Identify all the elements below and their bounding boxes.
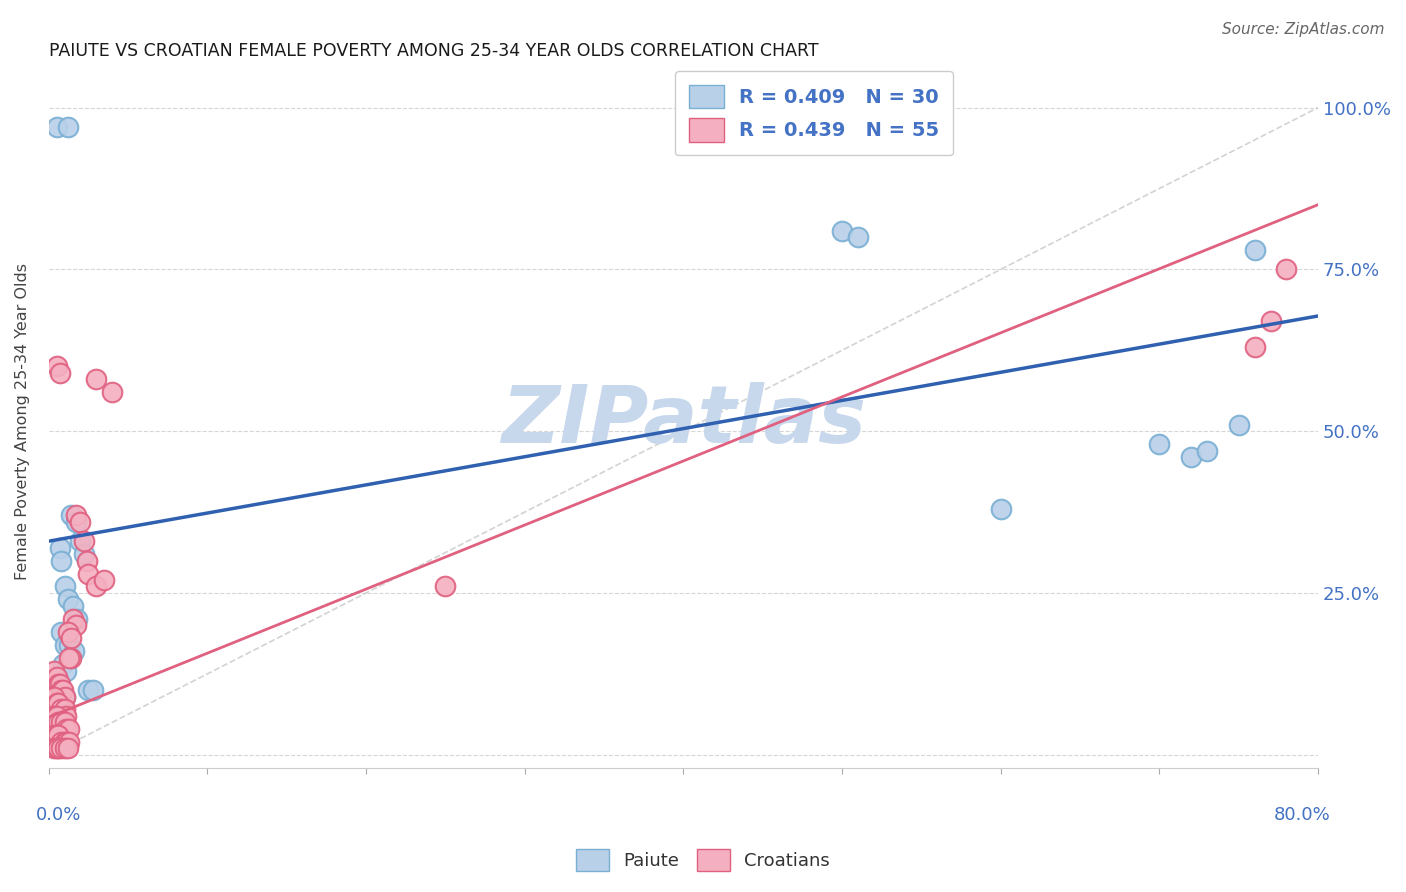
Point <box>101 385 124 400</box>
Point <box>65 618 87 632</box>
Point <box>53 715 76 730</box>
Point <box>51 735 73 749</box>
Point <box>53 735 76 749</box>
Point <box>49 541 72 555</box>
Point <box>56 120 79 134</box>
Point <box>1149 437 1171 451</box>
Point <box>59 632 82 646</box>
Point <box>831 223 853 237</box>
Legend: R = 0.409   N = 30, R = 0.439   N = 55: R = 0.409 N = 30, R = 0.439 N = 55 <box>675 71 953 155</box>
Point <box>1197 443 1219 458</box>
Point <box>46 676 69 690</box>
Point <box>59 508 82 523</box>
Point <box>1180 450 1202 464</box>
Point <box>53 579 76 593</box>
Point <box>46 741 69 756</box>
Point <box>93 573 115 587</box>
Point <box>434 579 457 593</box>
Point <box>62 612 84 626</box>
Point <box>51 702 73 716</box>
Point <box>58 735 80 749</box>
Point <box>62 599 84 613</box>
Point <box>53 690 76 704</box>
Point <box>1227 417 1250 432</box>
Text: PAIUTE VS CROATIAN FEMALE POVERTY AMONG 25-34 YEAR OLDS CORRELATION CHART: PAIUTE VS CROATIAN FEMALE POVERTY AMONG … <box>49 42 818 60</box>
Text: 0.0%: 0.0% <box>37 805 82 824</box>
Point <box>86 372 108 386</box>
Point <box>69 515 91 529</box>
Point <box>51 683 73 698</box>
Point <box>59 650 82 665</box>
Point <box>45 741 67 756</box>
Point <box>45 696 67 710</box>
Point <box>86 579 108 593</box>
Point <box>42 741 65 756</box>
Point <box>73 534 96 549</box>
Text: ZIPatlas: ZIPatlas <box>501 383 866 460</box>
Point <box>76 553 98 567</box>
Point <box>55 664 77 678</box>
Point <box>55 709 77 723</box>
Point <box>45 670 67 684</box>
Point <box>46 728 69 742</box>
Point <box>58 638 80 652</box>
Text: 80.0%: 80.0% <box>1274 805 1331 824</box>
Point <box>58 722 80 736</box>
Point <box>53 702 76 716</box>
Point <box>56 741 79 756</box>
Point <box>66 612 89 626</box>
Point <box>42 664 65 678</box>
Point <box>1275 262 1298 277</box>
Point <box>77 683 100 698</box>
Y-axis label: Female Poverty Among 25-34 Year Olds: Female Poverty Among 25-34 Year Olds <box>15 263 30 580</box>
Point <box>51 683 73 698</box>
Point <box>63 644 86 658</box>
Point <box>49 676 72 690</box>
Point <box>42 728 65 742</box>
Point <box>1243 340 1265 354</box>
Point <box>49 366 72 380</box>
Point <box>51 715 73 730</box>
Point <box>51 553 73 567</box>
Point <box>73 547 96 561</box>
Point <box>52 657 75 672</box>
Point <box>65 508 87 523</box>
Point <box>1243 243 1265 257</box>
Point <box>1260 314 1282 328</box>
Point <box>82 683 104 698</box>
Point <box>53 741 76 756</box>
Legend: Paiute, Croatians: Paiute, Croatians <box>569 842 837 879</box>
Point <box>58 650 80 665</box>
Point <box>53 690 76 704</box>
Point <box>990 501 1012 516</box>
Text: Source: ZipAtlas.com: Source: ZipAtlas.com <box>1222 22 1385 37</box>
Point <box>77 566 100 581</box>
Point <box>45 728 67 742</box>
Point <box>51 741 73 756</box>
Point <box>65 515 87 529</box>
Point <box>55 735 77 749</box>
Point <box>69 534 91 549</box>
Point <box>42 690 65 704</box>
Point <box>42 709 65 723</box>
Point <box>45 359 67 374</box>
Point <box>45 709 67 723</box>
Point <box>46 715 69 730</box>
Point <box>56 592 79 607</box>
Point <box>52 683 75 698</box>
Point <box>56 624 79 639</box>
Point <box>53 638 76 652</box>
Point <box>55 722 77 736</box>
Point <box>46 696 69 710</box>
Point <box>846 230 869 244</box>
Point <box>45 120 67 134</box>
Point <box>51 624 73 639</box>
